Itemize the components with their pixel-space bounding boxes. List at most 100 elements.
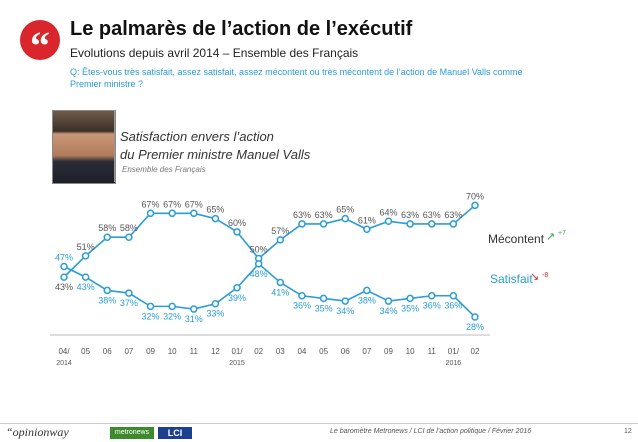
arrow-down-icon: ↘ <box>530 271 540 283</box>
data-label: 65% <box>336 205 354 215</box>
survey-question: Q: Êtes-vous très satisfait, assez satis… <box>70 67 523 89</box>
footer-divider <box>0 423 638 424</box>
chart-heading-line2: du Premier ministre Manuel Valls <box>120 147 311 162</box>
x-tick-label: 11 <box>428 347 437 356</box>
x-year-label: 2015 <box>229 360 245 367</box>
data-point <box>81 273 90 281</box>
lci-logo: LCI <box>158 427 192 439</box>
opinionway-logo: “opinionway <box>6 425 69 439</box>
data-point <box>319 294 328 303</box>
data-point <box>276 236 285 244</box>
photo-divider <box>114 110 115 182</box>
x-tick-label: 09 <box>384 347 393 356</box>
data-label: 32% <box>142 311 160 321</box>
data-label: 63% <box>444 210 462 220</box>
chart-subheading: Ensemble des Français <box>122 165 206 174</box>
data-label: 67% <box>185 199 203 209</box>
data-label: 35% <box>401 303 419 313</box>
data-label: 41% <box>271 287 289 297</box>
x-tick-label: 10 <box>406 347 415 356</box>
data-point <box>211 214 220 223</box>
data-label: 38% <box>358 295 376 305</box>
x-year-label: 2014 <box>56 360 72 367</box>
data-point <box>103 233 112 241</box>
data-point <box>298 220 306 228</box>
data-label: 43% <box>55 282 73 292</box>
page-number: 12 <box>624 428 632 435</box>
data-label: 31% <box>185 314 203 324</box>
data-label: 60% <box>228 218 246 228</box>
data-label: 65% <box>206 205 224 215</box>
data-point <box>125 289 133 297</box>
x-tick-label: 10 <box>168 347 177 356</box>
data-point <box>60 273 68 281</box>
data-label: 35% <box>315 303 333 313</box>
x-tick-label: 01/ <box>231 347 243 356</box>
legend-satisfait: Satisfait <box>490 272 533 286</box>
footer-text: Le baromètre Metronews / LCI de l’action… <box>330 428 532 435</box>
data-label: 37% <box>120 298 138 308</box>
data-label: 58% <box>120 223 138 233</box>
x-tick-label: 03 <box>276 347 285 356</box>
data-label: 63% <box>315 210 333 220</box>
data-label: 36% <box>423 301 441 311</box>
data-point <box>319 220 328 228</box>
portrait-photo <box>52 110 116 184</box>
data-point <box>363 225 371 234</box>
data-point <box>449 220 458 228</box>
page-title: Le palmarès de l’action de l’exécutif <box>70 18 413 40</box>
data-point <box>190 305 198 313</box>
data-point <box>146 209 155 218</box>
data-label: 43% <box>77 282 95 292</box>
legend-satisfait-change: -8 <box>542 272 549 279</box>
data-point <box>103 286 112 295</box>
chart-series-layer <box>60 201 479 321</box>
data-point <box>168 209 176 218</box>
x-tick-label: 09 <box>146 347 155 356</box>
x-tick-label: 02 <box>471 347 480 356</box>
legend-mecontent-change: +7 <box>558 230 566 237</box>
data-label: 63% <box>293 210 311 220</box>
data-label: 32% <box>163 311 181 321</box>
data-label: 57% <box>271 226 289 236</box>
data-point <box>233 228 241 236</box>
data-label: 67% <box>142 199 160 209</box>
data-label: 47% <box>55 252 73 262</box>
data-point <box>449 291 458 300</box>
x-tick-label: 07 <box>362 347 371 356</box>
data-label: 70% <box>466 191 484 201</box>
x-tick-label: 05 <box>81 347 90 356</box>
data-label: 64% <box>379 207 397 217</box>
data-point <box>233 284 241 292</box>
data-point <box>190 209 198 218</box>
chart-tick-layer: 04/05 06 07 09 10 11 12 01/02 03 04 05 06 07 09 10 11 01… <box>56 347 480 367</box>
data-point <box>384 297 393 305</box>
data-point <box>384 217 393 226</box>
data-label: 67% <box>163 199 181 209</box>
data-point <box>125 233 133 241</box>
data-label: 48% <box>250 269 268 279</box>
x-year-label: 2016 <box>446 360 462 367</box>
data-point <box>146 302 155 311</box>
data-point <box>471 313 479 321</box>
data-label: 36% <box>444 301 462 311</box>
data-point <box>276 278 285 287</box>
data-label: 50% <box>250 245 268 255</box>
x-tick-label: 02 <box>254 347 263 356</box>
data-label: 63% <box>423 210 441 220</box>
x-tick-label: 05 <box>319 347 328 356</box>
x-tick-label: 04/ <box>58 347 70 356</box>
chart-heading-line1: Satisfaction envers l’action <box>120 129 274 144</box>
data-point <box>427 291 436 300</box>
chart-label-layer: 43%51%58% 58%67% 67% 67%65%60%50%57%63% 63%6… <box>55 191 484 332</box>
legend-mecontent: Mécontent <box>488 232 545 246</box>
data-label: 51% <box>77 242 95 252</box>
arrow-up-icon: ↗ <box>546 231 556 243</box>
data-point <box>363 286 371 295</box>
x-tick-label: 06 <box>103 347 112 356</box>
data-point <box>168 302 176 311</box>
x-tick-label: 07 <box>124 347 133 356</box>
x-tick-label: 04 <box>297 347 306 356</box>
data-point <box>254 260 263 268</box>
